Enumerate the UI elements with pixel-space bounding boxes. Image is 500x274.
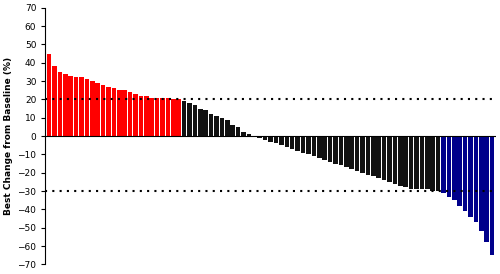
Bar: [328, 136, 332, 162]
Bar: [463, 136, 468, 211]
Bar: [371, 136, 376, 176]
Bar: [484, 136, 489, 242]
Bar: [333, 136, 338, 164]
Bar: [214, 116, 219, 136]
Bar: [479, 136, 484, 231]
Bar: [268, 136, 273, 141]
Bar: [420, 136, 424, 189]
Y-axis label: Best Change from Baseline (%): Best Change from Baseline (%): [4, 57, 13, 215]
Bar: [441, 136, 446, 193]
Bar: [290, 136, 294, 149]
Bar: [182, 101, 186, 136]
Bar: [366, 136, 370, 175]
Bar: [436, 136, 440, 191]
Bar: [490, 136, 494, 255]
Bar: [242, 132, 246, 136]
Bar: [192, 105, 198, 136]
Bar: [312, 136, 316, 156]
Bar: [404, 136, 408, 187]
Bar: [84, 79, 89, 136]
Bar: [63, 74, 68, 136]
Bar: [138, 96, 143, 136]
Bar: [204, 110, 208, 136]
Bar: [220, 118, 224, 136]
Bar: [360, 136, 364, 173]
Bar: [155, 98, 160, 136]
Bar: [90, 81, 94, 136]
Bar: [452, 136, 456, 200]
Bar: [376, 136, 381, 178]
Bar: [176, 99, 181, 136]
Bar: [144, 96, 148, 136]
Bar: [47, 53, 52, 136]
Bar: [350, 136, 354, 169]
Bar: [112, 88, 116, 136]
Bar: [296, 136, 300, 151]
Bar: [446, 136, 451, 196]
Bar: [117, 90, 121, 136]
Bar: [52, 66, 57, 136]
Bar: [354, 136, 360, 171]
Bar: [225, 119, 230, 136]
Bar: [430, 136, 435, 191]
Bar: [398, 136, 402, 185]
Bar: [338, 136, 343, 165]
Bar: [96, 83, 100, 136]
Bar: [300, 136, 306, 153]
Bar: [246, 134, 252, 136]
Bar: [209, 114, 214, 136]
Bar: [68, 76, 73, 136]
Bar: [414, 136, 418, 189]
Bar: [306, 136, 310, 154]
Bar: [74, 77, 78, 136]
Bar: [474, 136, 478, 222]
Bar: [150, 98, 154, 136]
Bar: [263, 136, 268, 140]
Bar: [392, 136, 397, 184]
Bar: [106, 87, 111, 136]
Bar: [258, 136, 262, 138]
Bar: [236, 127, 240, 136]
Bar: [387, 136, 392, 182]
Bar: [198, 109, 202, 136]
Bar: [122, 90, 127, 136]
Bar: [279, 136, 283, 145]
Bar: [171, 99, 175, 136]
Bar: [408, 136, 414, 189]
Bar: [317, 136, 322, 158]
Bar: [101, 85, 105, 136]
Bar: [58, 72, 62, 136]
Bar: [284, 136, 289, 147]
Bar: [382, 136, 386, 180]
Bar: [425, 136, 430, 189]
Bar: [188, 103, 192, 136]
Bar: [322, 136, 327, 160]
Bar: [344, 136, 348, 167]
Bar: [468, 136, 472, 217]
Bar: [128, 92, 132, 136]
Bar: [274, 136, 278, 143]
Bar: [134, 94, 138, 136]
Bar: [166, 98, 170, 136]
Bar: [458, 136, 462, 206]
Bar: [80, 77, 84, 136]
Bar: [230, 125, 235, 136]
Bar: [160, 98, 165, 136]
